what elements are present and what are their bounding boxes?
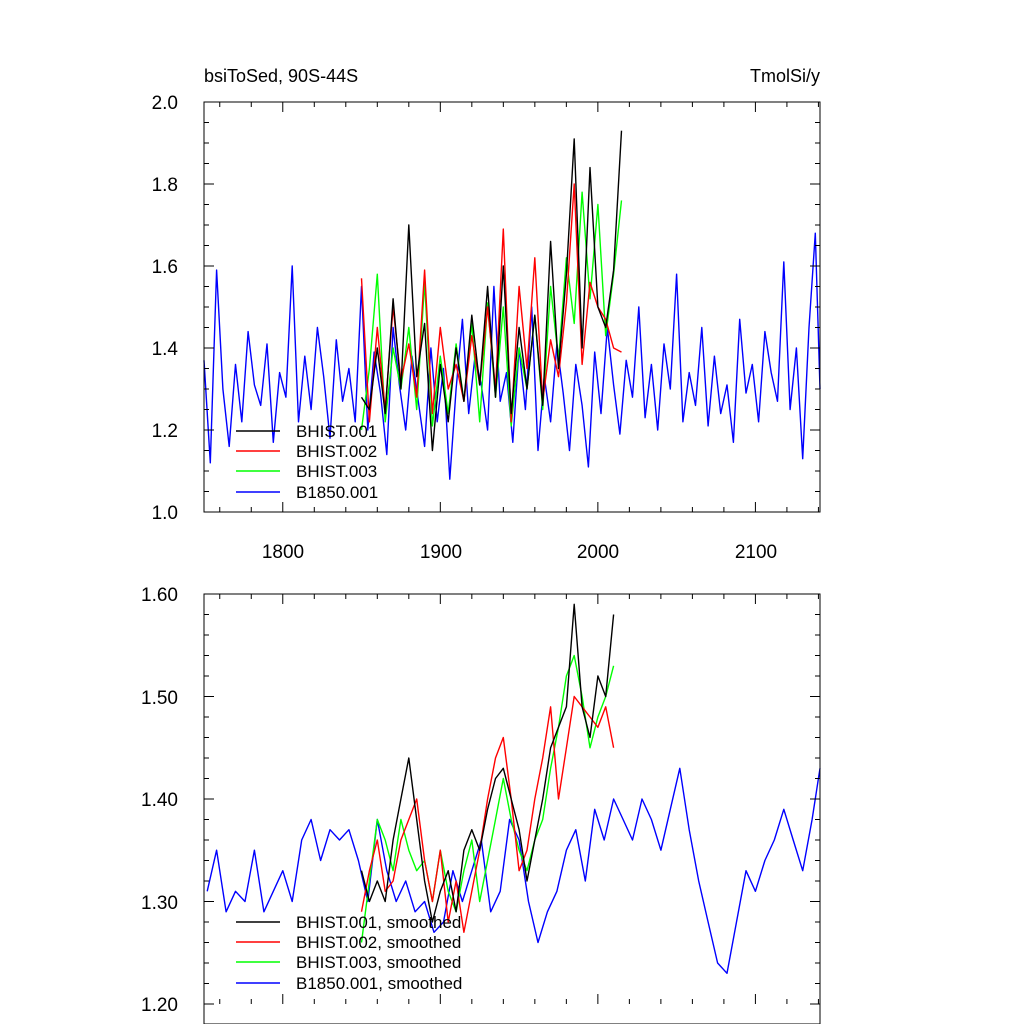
legend-label-bhist-002: BHIST.002 xyxy=(296,442,377,461)
top-title-left: bsiToSed, 90S-44S xyxy=(204,66,358,86)
legend-label-bhist-001-smoothed: BHIST.001, smoothed xyxy=(296,913,461,932)
legend-label-bhist-002-smoothed: BHIST.002, smoothed xyxy=(296,933,461,952)
bottom-series-line-bhist-003-smoothed xyxy=(360,654,615,943)
bottom-y-tick-label: 1.40 xyxy=(141,790,178,811)
bottom-legend: BHIST.001, smoothed BHIST.002, smoothed … xyxy=(236,913,462,993)
top-title-right: TmolSi/y xyxy=(750,66,820,86)
top-x-tick-label: 1900 xyxy=(420,542,462,563)
top-y-tick-label: 1.0 xyxy=(152,503,178,524)
bottom-series-line-bhist-002-smoothed xyxy=(360,695,615,933)
top-y-tick-label: 1.6 xyxy=(152,257,178,278)
bottom-panel: 1.20 1.30 1.40 1.50 1.60 BHIST.001, smoo… xyxy=(141,585,821,1024)
bottom-y-tick-label: 1.60 xyxy=(141,585,178,606)
bottom-y-tick-label: 1.20 xyxy=(141,995,178,1016)
bottom-series-group xyxy=(206,603,821,974)
legend-label-bhist-003: BHIST.003 xyxy=(296,462,377,481)
bottom-y-tick-label: 1.50 xyxy=(141,688,178,709)
top-tick-marks xyxy=(204,101,820,513)
top-panel: bsiToSed, 90S-44S TmolSi/y 1.0 1.2 1.4 1… xyxy=(152,66,821,563)
top-series-line-bhist-001 xyxy=(360,130,623,452)
legend-label-bhist-003-smoothed: BHIST.003, smoothed xyxy=(296,953,461,972)
top-x-tick-label: 2100 xyxy=(735,542,777,563)
bottom-y-tick-label: 1.30 xyxy=(141,893,178,914)
top-series-line-b1850-001 xyxy=(203,232,821,480)
top-y-tick-label: 1.2 xyxy=(152,421,178,442)
legend-label-bhist-001: BHIST.001 xyxy=(296,422,377,441)
top-x-tick-label: 2000 xyxy=(577,542,619,563)
top-legend: BHIST.001 BHIST.002 BHIST.003 B1850.001 xyxy=(236,422,378,502)
top-x-tick-label: 1800 xyxy=(262,542,304,563)
bottom-plot-frame xyxy=(203,593,821,1024)
top-y-tick-label: 2.0 xyxy=(152,93,178,114)
top-y-tick-label: 1.8 xyxy=(152,175,178,196)
bottom-series-line-bhist-001-smoothed xyxy=(360,603,615,923)
legend-label-b1850-001: B1850.001 xyxy=(296,483,378,502)
legend-label-b1850-001-smoothed: B1850.001, smoothed xyxy=(296,974,462,993)
top-y-tick-label: 1.4 xyxy=(152,339,179,360)
top-series-group xyxy=(203,130,821,480)
bottom-tick-marks xyxy=(204,593,820,1005)
